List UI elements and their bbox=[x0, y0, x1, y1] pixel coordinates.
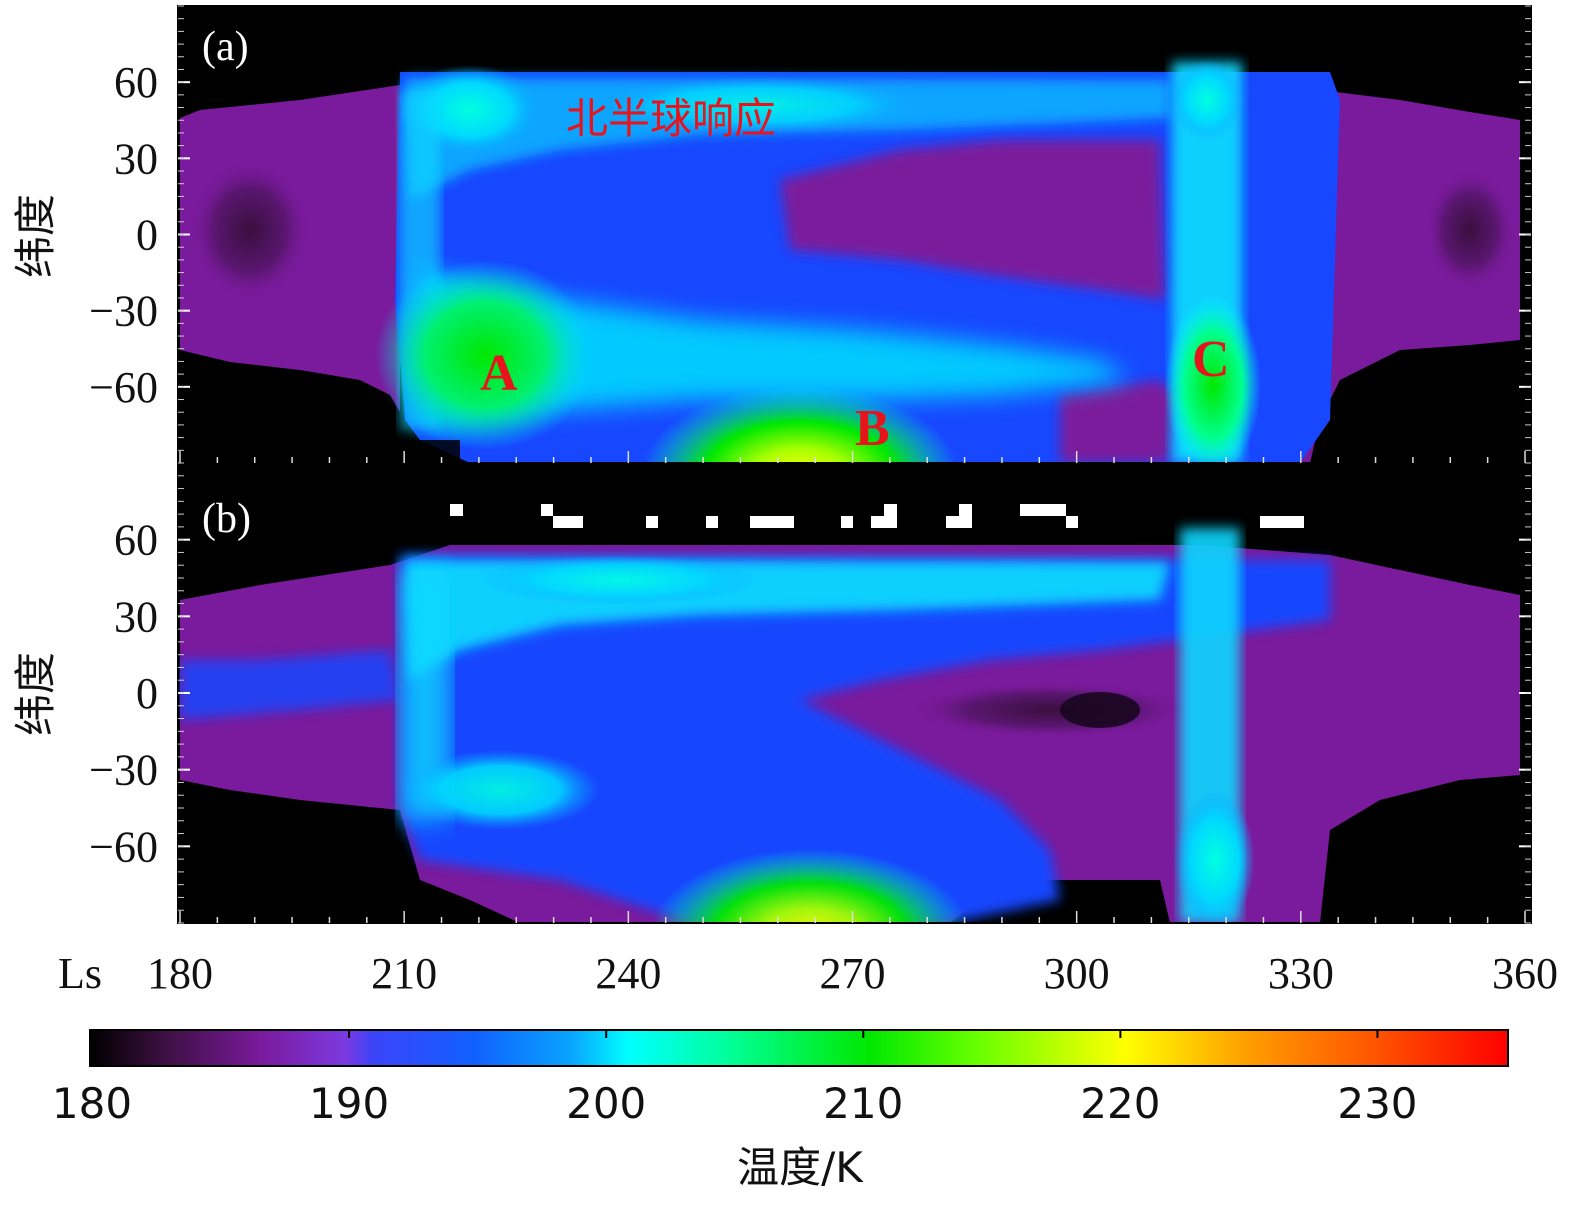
x-tick-label-2: 240 bbox=[595, 949, 661, 998]
y-tick-labels-panel-b: 60 30 0 −30 −60 bbox=[89, 516, 158, 872]
panel-a-purple-lower bbox=[1060, 380, 1175, 463]
panel-b-blue-left bbox=[180, 650, 400, 720]
x-tick-label-4: 300 bbox=[1044, 949, 1110, 998]
panel-a bbox=[178, 6, 1531, 463]
y-tick-label-a-0: 60 bbox=[114, 58, 158, 107]
x-tick-label-0: 180 bbox=[147, 949, 213, 998]
colorbar-tick-label-3: 210 bbox=[823, 1079, 903, 1128]
colorbar bbox=[89, 1029, 1509, 1067]
y-axis-title-panel-a: 纬度 bbox=[11, 194, 60, 278]
y-tick-label-a-1: 30 bbox=[114, 134, 158, 183]
panel-a-c-top bbox=[1172, 60, 1242, 140]
colorbar-tick-label-5: 230 bbox=[1337, 1079, 1417, 1128]
x-tick-label-1: 210 bbox=[371, 949, 437, 998]
panel-b-c-lower bbox=[1175, 790, 1255, 923]
panel-b-north-cyan bbox=[480, 555, 760, 605]
panel-b-gap-markers bbox=[450, 504, 1304, 528]
y-tick-label-b-2: 0 bbox=[136, 669, 158, 718]
panel-b-lower-left-cyan bbox=[400, 750, 600, 830]
panel-a-annotation-c: C bbox=[1192, 331, 1230, 388]
y-tick-label-b-4: −60 bbox=[89, 822, 158, 871]
panel-a-annotation-north: 北半球响应 bbox=[566, 94, 776, 143]
panel-a-purple-equator bbox=[780, 140, 1165, 300]
panel-a-north-band bbox=[405, 78, 1170, 200]
panel-a-label: (a) bbox=[202, 24, 249, 70]
colorbar-tick-labels: 180 190 200 210 220 230 bbox=[52, 1030, 1418, 1128]
panel-a-annotation-a: A bbox=[480, 345, 518, 402]
y-tick-labels-panel-a: 60 30 0 −30 −60 bbox=[89, 58, 158, 412]
y-tick-label-a-4: −60 bbox=[89, 363, 158, 412]
panel-a-dark-left bbox=[190, 160, 310, 300]
x-tick-label-6: 360 bbox=[1492, 949, 1558, 998]
panel-a-south-band bbox=[420, 270, 1130, 430]
panel-a-annotation-b: B bbox=[855, 400, 890, 457]
panel-a-north-cyan-2 bbox=[600, 77, 920, 133]
colorbar-title: 温度/K bbox=[737, 1143, 864, 1192]
panel-b-dark-spot bbox=[1060, 692, 1140, 728]
x-tick-label-5: 330 bbox=[1268, 949, 1334, 998]
panel-b-blue-main bbox=[400, 555, 1330, 923]
panel-a-dark-right bbox=[1425, 170, 1515, 290]
tick-marks bbox=[178, 5, 1531, 924]
panel-a-feature-b bbox=[640, 350, 960, 463]
colorbar-tick-label-1: 190 bbox=[309, 1079, 389, 1128]
y-tick-label-b-3: −30 bbox=[89, 746, 158, 795]
y-tick-label-b-0: 60 bbox=[114, 516, 158, 565]
colorbar-tick-label-2: 200 bbox=[566, 1079, 646, 1128]
x-tick-label-3: 270 bbox=[820, 949, 886, 998]
panel-b-south-pole bbox=[650, 815, 970, 923]
x-axis-title: Ls bbox=[58, 949, 102, 998]
colorbar-tick-label-0: 180 bbox=[52, 1079, 132, 1128]
y-tick-label-a-2: 0 bbox=[136, 211, 158, 260]
panel-a-feature-c bbox=[1165, 295, 1261, 463]
panel-b bbox=[178, 463, 1531, 923]
y-axis-title-panel-b: 纬度 bbox=[11, 652, 60, 736]
panel-a-bottom-edge bbox=[400, 440, 460, 463]
panel-a-feature-a bbox=[375, 260, 595, 450]
panel-b-label: (b) bbox=[202, 496, 251, 542]
panel-b-dark-equator bbox=[910, 682, 1190, 738]
x-tick-labels: 180 210 240 270 300 330 360 bbox=[147, 949, 1558, 998]
colorbar-tick-label-4: 220 bbox=[1080, 1079, 1160, 1128]
y-tick-label-b-1: 30 bbox=[114, 592, 158, 641]
y-tick-label-a-3: −30 bbox=[89, 287, 158, 336]
